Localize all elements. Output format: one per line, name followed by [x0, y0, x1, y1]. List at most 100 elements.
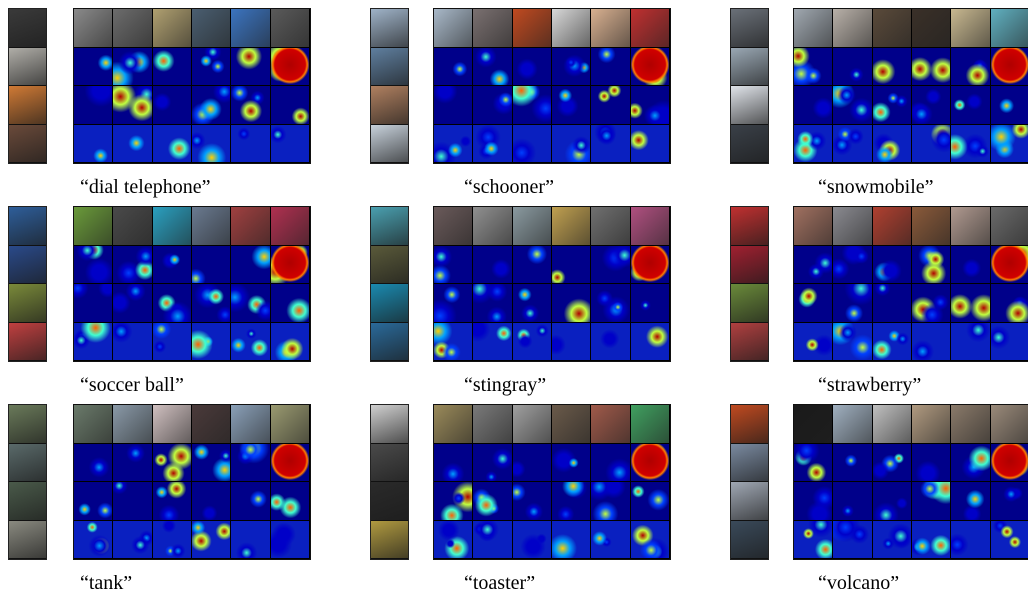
example-photo-column: [8, 404, 47, 560]
heatmap-cell: [872, 322, 912, 361]
class-label: “strawberry”: [818, 374, 922, 396]
heatmap-cell: [192, 124, 232, 163]
heatmap-cell: [912, 124, 952, 163]
heatmap-cell: [473, 520, 513, 559]
example-photo: [731, 124, 768, 163]
class-label: “schooner”: [464, 176, 554, 198]
example-photo: [9, 245, 46, 284]
heatmap-cell: [833, 284, 873, 323]
heatmap-cell: [990, 245, 1028, 284]
heatmap-cell: [833, 124, 873, 163]
heatmap-cell: [473, 124, 513, 163]
example-photo: [731, 322, 768, 361]
heatmap-cell: [552, 482, 592, 521]
class-label: “soccer ball”: [80, 374, 184, 396]
heatmap-cell: [794, 482, 834, 521]
heatmap-cell: [512, 124, 552, 163]
heatmap-cell: [833, 322, 873, 361]
heatmap-cell: [270, 124, 310, 163]
heatmap-cell: [951, 47, 991, 86]
top-image: [951, 207, 991, 246]
heatmap-cell: [833, 520, 873, 559]
heatmap-cell: [951, 482, 991, 521]
heatmap-cell: [473, 482, 513, 521]
top-image: [231, 405, 271, 444]
example-photo: [9, 284, 46, 323]
heatmap-cell: [231, 124, 271, 163]
heatmap-cell: [912, 47, 952, 86]
heatmap-cell: [473, 322, 513, 361]
heatmap-cell: [512, 284, 552, 323]
heatmap-cell: [951, 443, 991, 482]
top-image: [552, 9, 592, 48]
heatmap-cell: [833, 443, 873, 482]
example-photo: [9, 86, 46, 125]
example-photo: [371, 9, 408, 48]
example-photo: [371, 520, 408, 559]
top-image: [630, 405, 670, 444]
top-image: [872, 9, 912, 48]
heatmap-cell: [951, 284, 991, 323]
top-image: [270, 207, 310, 246]
heatmap-cell: [591, 520, 631, 559]
example-photo: [371, 443, 408, 482]
activation-grid: [433, 206, 671, 362]
heatmap-cell: [630, 443, 670, 482]
top-image: [512, 9, 552, 48]
heatmap-cell: [473, 245, 513, 284]
top-image: [833, 405, 873, 444]
example-photo-column: [8, 8, 47, 164]
heatmap-cell: [270, 284, 310, 323]
example-photo: [731, 443, 768, 482]
heatmap-cell: [872, 86, 912, 125]
heatmap-cell: [630, 124, 670, 163]
heatmap-cell: [912, 86, 952, 125]
top-image: [591, 207, 631, 246]
heatmap-cell: [872, 124, 912, 163]
top-image: [630, 9, 670, 48]
heatmap-cell: [434, 124, 474, 163]
class-label: “dial telephone”: [80, 176, 211, 198]
example-photo-column: [730, 404, 769, 560]
heatmap-cell: [951, 124, 991, 163]
example-photo: [9, 124, 46, 163]
top-image: [990, 405, 1028, 444]
heatmap-cell: [192, 47, 232, 86]
heatmap-cell: [473, 86, 513, 125]
heatmap-cell: [630, 245, 670, 284]
heatmap-cell: [434, 520, 474, 559]
activation-grid: [433, 404, 671, 560]
top-image: [552, 207, 592, 246]
heatmap-cell: [833, 482, 873, 521]
activation-grid: [793, 8, 1028, 164]
heatmap-cell: [794, 245, 834, 284]
top-image: [113, 9, 153, 48]
example-photo-column: [730, 8, 769, 164]
heatmap-cell: [630, 322, 670, 361]
heatmap-cell: [552, 443, 592, 482]
top-image: [630, 207, 670, 246]
top-image: [270, 9, 310, 48]
top-image: [990, 9, 1028, 48]
heatmap-cell: [152, 47, 192, 86]
activation-grid: [793, 206, 1028, 362]
example-photo: [371, 284, 408, 323]
example-photo: [731, 482, 768, 521]
class-label: “volcano”: [818, 572, 900, 594]
example-photo-column: [370, 404, 409, 560]
heatmap-cell: [113, 86, 153, 125]
heatmap-cell: [270, 520, 310, 559]
heatmap-cell: [434, 284, 474, 323]
top-image: [591, 405, 631, 444]
heatmap-cell: [434, 322, 474, 361]
top-image: [192, 207, 232, 246]
heatmap-cell: [270, 482, 310, 521]
heatmap-cell: [912, 245, 952, 284]
heatmap-cell: [872, 482, 912, 521]
heatmap-cell: [833, 47, 873, 86]
top-image: [872, 405, 912, 444]
top-image: [270, 405, 310, 444]
heatmap-cell: [270, 86, 310, 125]
activation-grid: [73, 206, 311, 362]
top-image: [951, 9, 991, 48]
